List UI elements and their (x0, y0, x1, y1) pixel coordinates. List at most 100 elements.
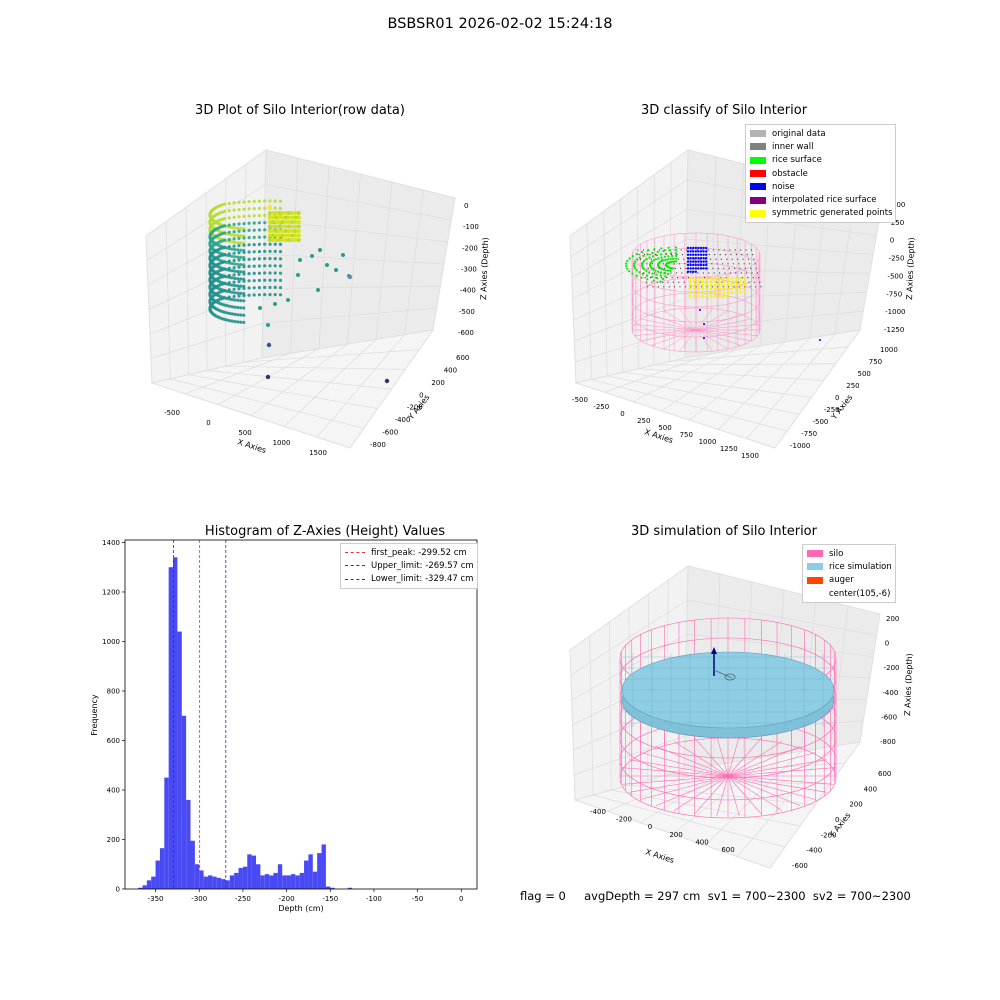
panel2-point (706, 286, 708, 288)
panel2-point (718, 287, 721, 291)
panel2-point (647, 267, 649, 269)
panel2-point (692, 283, 696, 287)
panel2-point (705, 276, 709, 280)
panel1-point (258, 306, 262, 310)
x-tick-label: -350 (148, 895, 164, 903)
panel2-point (709, 291, 713, 294)
panel2-point (660, 247, 663, 250)
panel2-point (744, 267, 746, 269)
panel2-point (674, 254, 678, 257)
status-line: flag = 0 avgDepth = 297 cm sv1 = 700~230… (520, 889, 911, 903)
panel1-point (296, 233, 301, 238)
panel1-point (242, 279, 246, 283)
legend-item: auger (807, 574, 891, 587)
panel2-point (729, 272, 731, 274)
panel2-point (641, 264, 644, 267)
panel2-point (734, 283, 738, 287)
panel1-point (268, 215, 272, 220)
panel2-point (730, 254, 732, 256)
panel1-point (257, 286, 261, 290)
panel1-point (236, 269, 240, 274)
panel1-point (232, 237, 236, 241)
panel2-point (728, 267, 730, 269)
panel1-point (278, 264, 283, 268)
histogram-bar (229, 875, 235, 889)
panel2-point (694, 270, 697, 273)
panel2-point (710, 258, 712, 260)
panel1-point (284, 215, 288, 220)
panel2-point (737, 281, 739, 283)
panel2-point (722, 276, 725, 280)
panel2-point (674, 267, 676, 269)
panel2-point (664, 249, 666, 251)
panel1-point (268, 293, 272, 297)
panel1-point (268, 220, 272, 224)
histogram-bar (173, 557, 178, 889)
panel2-point (742, 258, 744, 260)
panel2-point (726, 276, 730, 280)
histogram-bar (155, 860, 160, 889)
panel2-point (642, 249, 644, 251)
panel2-point (694, 260, 697, 263)
panel1-point (237, 265, 241, 269)
panel2-point (728, 286, 730, 288)
p2-zt-label: 0 (890, 237, 894, 245)
panel1-point (296, 238, 301, 242)
panel1-point (239, 248, 243, 252)
panel1-point (290, 224, 295, 229)
panel2-point (641, 262, 644, 266)
panel1-point (257, 242, 261, 246)
panel1-point (268, 264, 272, 268)
panel1-point (237, 229, 241, 233)
panel2-point (699, 253, 703, 256)
panel2-point (671, 254, 674, 258)
panel2-point (689, 253, 692, 256)
p4-yt-label: 0 (835, 816, 839, 824)
panel2-point (655, 254, 658, 257)
panel1-point (268, 271, 272, 275)
panel2-point (713, 276, 717, 280)
panel2-point (759, 281, 761, 283)
panel2-point (705, 246, 708, 250)
panel1-point (296, 224, 301, 229)
panel1-point (233, 248, 237, 252)
p2-zt-label: -500 (887, 272, 903, 280)
panel2-point (661, 258, 663, 260)
legend-swatch (750, 156, 766, 164)
panel1-point (237, 251, 241, 255)
panel1-point (274, 233, 279, 238)
panel2-point (748, 281, 750, 283)
panel2-point (686, 246, 690, 250)
panel1-point (230, 240, 234, 244)
panel1-point (247, 214, 251, 218)
panel1-point (232, 215, 236, 219)
p1-yt-label: 600 (456, 354, 469, 362)
panel2-point (683, 281, 685, 283)
panel1-point (227, 295, 231, 299)
panel2-point (738, 263, 740, 265)
panel2-point (726, 280, 730, 283)
panel2-point (645, 281, 647, 283)
panel2-point (697, 260, 700, 263)
panel1-point (257, 206, 261, 210)
panel2-point (754, 263, 756, 265)
panel1-point (237, 200, 241, 204)
panel1-point (266, 342, 272, 348)
panel2-point (680, 267, 682, 269)
panel2-point (697, 257, 700, 260)
legend-item: obstacle (750, 167, 891, 180)
panel1-point (287, 233, 292, 238)
panel1-point (273, 264, 277, 268)
panel2-point (692, 276, 696, 280)
panel2-point (645, 274, 649, 277)
histogram-bar (234, 872, 239, 889)
panel1-point (293, 224, 298, 229)
panel1-point (233, 255, 237, 259)
panel1-point (239, 270, 243, 274)
p4-zt-label: -200 (884, 664, 900, 672)
panel1-point (263, 285, 267, 289)
panel1-point (290, 238, 295, 242)
panel1-point (263, 206, 267, 210)
panel2-point (718, 283, 721, 287)
